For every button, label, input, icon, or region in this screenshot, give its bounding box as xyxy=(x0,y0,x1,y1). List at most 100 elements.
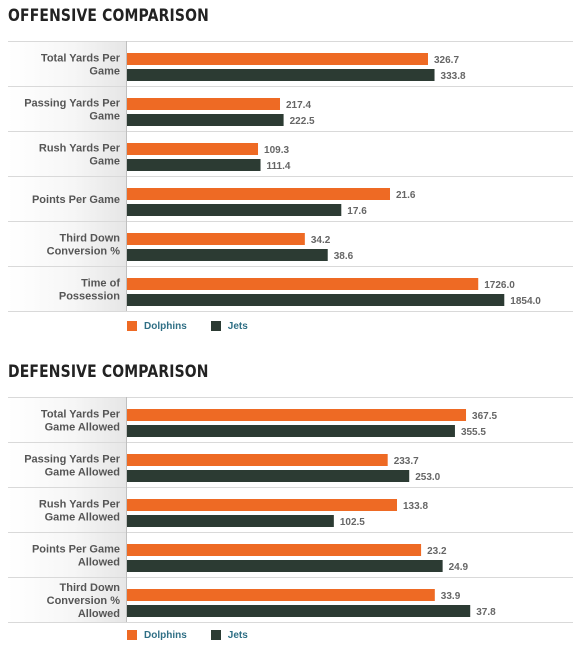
category-label-line: Total Yards Per xyxy=(41,53,121,65)
bar-jets-rush-yards-per-game-allowed xyxy=(127,515,334,527)
legend-swatch-dolphins xyxy=(127,321,137,331)
category-label-line: Time of xyxy=(81,278,120,290)
category-label-bg xyxy=(8,87,126,131)
data-label-jets-time-of-possession: 1854.0 xyxy=(510,296,541,307)
bar-dolphins-passing-yards-per-game xyxy=(127,98,281,110)
bar-jets-total-yards-per-game-allowed xyxy=(127,425,455,437)
category-label-line: Rush Yards Per xyxy=(39,499,121,511)
category-label-bg xyxy=(8,132,126,176)
data-label-dolphins-rush-yards-per-game-allowed: 133.8 xyxy=(403,501,428,512)
category-row-points-per-game-allowed: Points Per Game Allowed 23.224.9 xyxy=(8,533,469,577)
category-row-third-down-conversion: Third Down Conversion % 34.238.6 xyxy=(8,222,354,266)
data-label-dolphins-points-per-game-allowed: 23.2 xyxy=(427,546,447,557)
legend-item-dolphins: Dolphins xyxy=(127,630,187,641)
defensive-comparison-chart: Total Yards Per Game Allowed367.5355.5Pas… xyxy=(8,397,573,623)
category-label-bg xyxy=(8,177,126,221)
category-label-line: Rush Yards Per xyxy=(39,143,121,155)
category-label-line: Game Allowed xyxy=(45,512,120,524)
category-label-line: Game Allowed xyxy=(45,422,120,434)
category-label-line: Game xyxy=(89,156,120,168)
bar-jets-third-down-conversion xyxy=(127,249,328,261)
data-label-dolphins-points-per-game: 21.6 xyxy=(396,190,416,201)
category-label-line: Conversion % xyxy=(47,595,121,607)
data-label-jets-passing-yards-per-game: 222.5 xyxy=(290,116,315,127)
category-row-total-yards-per-game-allowed: Total Yards Per Game Allowed 367.5 355.5 xyxy=(8,398,497,442)
category-label-line: Third Down xyxy=(60,582,121,594)
bar-dolphins-time-of-possession xyxy=(127,278,479,290)
category-label-line: Game xyxy=(89,111,120,123)
category-row-total-yards-per-game: Total Yards Per Game 326.7 333.8 xyxy=(8,42,466,86)
category-row-passing-yards-per-game-allowed: Passing Yards Per Game Allowed 233.7 253.0 xyxy=(8,443,441,487)
category-label-line: Third Down xyxy=(60,233,121,245)
category-label-line: Allowed xyxy=(78,557,120,569)
defensive-legend: Dolphins Jets xyxy=(127,627,272,643)
offensive-comparison-title: OFFENSIVE COMPARISON xyxy=(8,6,209,26)
category-label: Rush Yards Per Game Allowed xyxy=(39,499,121,524)
category-label-bg xyxy=(8,42,126,86)
bar-dolphins-points-per-game xyxy=(127,188,391,200)
category-row-rush-yards-per-game-allowed: Rush Yards Per Game Allowed 133.8 102.5 xyxy=(8,488,428,532)
data-label-jets-third-down-conversion-allowed: 37.8 xyxy=(476,607,496,618)
category-label: Points Per Game xyxy=(32,194,120,206)
category-label-line: Possession xyxy=(59,291,120,303)
category-label-line: Points Per Game xyxy=(32,194,120,206)
bar-jets-total-yards-per-game xyxy=(127,69,435,81)
data-label-jets-total-yards-per-game-allowed: 355.5 xyxy=(461,427,486,438)
category-label-bg xyxy=(8,578,126,622)
bar-dolphins-points-per-game-allowed xyxy=(127,544,422,556)
bar-jets-passing-yards-per-game xyxy=(127,114,284,126)
category-label: Passing Yards Per Game Allowed xyxy=(24,454,121,479)
bar-dolphins-third-down-conversion-allowed xyxy=(127,589,435,601)
data-label-dolphins-total-yards-per-game: 326.7 xyxy=(434,55,459,66)
category-row-points-per-game: Points Per Game 21.6 17.6 xyxy=(8,177,416,221)
category-label: Third Down Conversion % xyxy=(47,233,121,258)
category-label-line: Points Per Game xyxy=(32,544,120,556)
category-row-rush-yards-per-game: Rush Yards Per Game 109.3 111.4 xyxy=(8,132,291,176)
legend-item-jets: Jets xyxy=(210,629,248,641)
category-label-line: Game Allowed xyxy=(45,467,120,479)
legend-swatch-dolphins xyxy=(127,630,137,640)
category-row-time-of-possession: Time of Possession 1726.0 1854.0 xyxy=(8,267,541,311)
legend-label-jets: Jets xyxy=(227,320,248,332)
data-label-jets-points-per-game-allowed: 24.9 xyxy=(449,562,469,573)
data-label-jets-rush-yards-per-game-allowed: 102.5 xyxy=(340,517,365,528)
offensive-legend: Dolphins Jets xyxy=(127,318,272,334)
bar-dolphins-total-yards-per-game-allowed xyxy=(127,409,467,421)
category-label-line: Allowed xyxy=(78,608,120,620)
category-label-line: Conversion % xyxy=(47,246,121,258)
category-label-bg xyxy=(8,222,126,266)
bar-dolphins-third-down-conversion xyxy=(127,233,305,245)
data-label-dolphins-time-of-possession: 1726.0 xyxy=(484,280,515,291)
category-row-third-down-conversion-allowed: Third Down Conversion % Allowed 33.9 37.8 xyxy=(8,578,496,622)
category-label: Rush Yards Per Game xyxy=(39,143,121,168)
data-label-jets-total-yards-per-game: 333.8 xyxy=(441,71,466,82)
category-label-bg xyxy=(8,443,126,487)
category-label-line: Game xyxy=(89,66,120,78)
data-label-dolphins-passing-yards-per-game: 217.4 xyxy=(286,100,311,111)
offensive-comparison-section: OFFENSIVE COMPARISON Total Yards Per Game… xyxy=(0,6,573,336)
category-label-line: Passing Yards Per xyxy=(24,98,121,110)
data-label-jets-passing-yards-per-game-allowed: 253.0 xyxy=(415,472,440,483)
legend-item-jets: Jets xyxy=(210,320,248,332)
defensive-comparison-title: DEFENSIVE COMPARISON xyxy=(8,362,209,382)
legend-swatch-jets xyxy=(210,321,221,331)
data-label-dolphins-total-yards-per-game-allowed: 367.5 xyxy=(472,411,497,422)
legend-label-jets: Jets xyxy=(227,629,248,641)
data-label-jets-points-per-game: 17.6 xyxy=(347,206,367,217)
legend-label-dolphins: Dolphins xyxy=(144,629,187,641)
legend-label-dolphins: Dolphins xyxy=(144,320,187,332)
defensive-comparison-section: DEFENSIVE COMPARISON Total Yards Per Game… xyxy=(0,362,573,657)
category-label-bg xyxy=(8,398,126,442)
category-label-line: Total Yards Per xyxy=(41,409,121,421)
data-label-jets-third-down-conversion: 38.6 xyxy=(334,251,354,262)
data-label-jets-rush-yards-per-game: 111.4 xyxy=(267,161,291,172)
category-label-bg xyxy=(8,488,126,532)
data-label-dolphins-third-down-conversion-allowed: 33.9 xyxy=(441,591,461,602)
bar-dolphins-passing-yards-per-game-allowed xyxy=(127,454,388,466)
legend-swatch-jets xyxy=(210,630,221,640)
bar-dolphins-total-yards-per-game xyxy=(127,53,428,65)
data-label-dolphins-third-down-conversion: 34.2 xyxy=(311,235,331,246)
category-label: Third Down Conversion % Allowed xyxy=(47,582,121,620)
category-label: Time of Possession xyxy=(59,278,120,303)
